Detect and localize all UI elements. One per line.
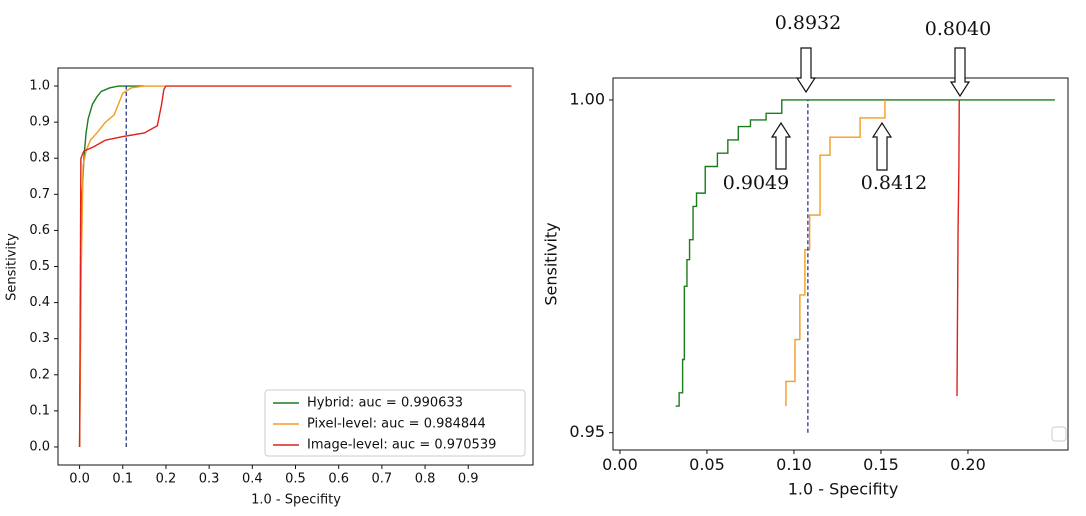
- x-tick-label: 0.5: [285, 472, 306, 487]
- chart-panel: 0.0 0.1 0.2 0.3 0.4 0.5 0.6 0.7 0.8 0.9 0.0 0.1 0.2 0…: [5, 67, 534, 508]
- plot-frame: [57, 67, 534, 466]
- annotation: 0.8412: [861, 172, 927, 194]
- x-tick-label: 0.15: [863, 455, 899, 474]
- y-tick-label: 0.95: [569, 422, 605, 441]
- legend-label: Pixel-level: auc = 0.984844: [307, 417, 486, 432]
- x-tick-label: 0.7: [372, 472, 393, 487]
- legend-label: Image-level: auc = 0.970539: [307, 438, 496, 453]
- x-tick-label: 0.2: [156, 472, 177, 487]
- annotation: 0.8932: [775, 12, 841, 34]
- y-tick-label: 0.1: [29, 403, 50, 418]
- chart-panel: 0.00 0.05 0.10 0.15 0.20 0.95 1.00 1.0 - Specif…: [542, 12, 1069, 499]
- series-line: [956, 99, 960, 397]
- y-axis-label: Sensitivity: [5, 233, 20, 301]
- legend-box: [1051, 426, 1067, 442]
- y-tick-label: 0.8: [29, 151, 50, 166]
- y-tick-label: 0.6: [29, 223, 50, 238]
- x-tick-label: 0.0: [69, 472, 90, 487]
- y-tick-label: 1.0: [29, 79, 50, 94]
- series-line: [78, 85, 145, 447]
- annotation-arrow: [949, 47, 971, 98]
- y-tick-label: 0.7: [29, 187, 50, 202]
- y-tick-label: 0.3: [29, 331, 50, 346]
- plot-frame: [612, 77, 1069, 451]
- y-tick-label: 0.4: [29, 295, 50, 310]
- annotation: 0.8040: [925, 18, 991, 40]
- x-tick-label: 0.1: [112, 472, 133, 487]
- x-tick-label: 0.8: [415, 472, 436, 487]
- x-axis-label: 1.0 - Specifity: [251, 493, 341, 508]
- y-tick-label: 0.5: [29, 259, 50, 274]
- x-tick-label: 0.00: [602, 455, 638, 474]
- legend-label: Hybrid: auc = 0.990633: [307, 396, 463, 411]
- annotation-arrow: [871, 121, 893, 171]
- y-tick-label: 0.0: [29, 439, 50, 454]
- x-tick-label: 0.4: [242, 472, 263, 487]
- y-tick-label: 0.2: [29, 367, 50, 382]
- y-tick-label: 0.9: [29, 115, 50, 130]
- x-tick-label: 0.20: [950, 455, 986, 474]
- series-line: [78, 85, 512, 447]
- annotation: 0.9049: [723, 172, 789, 194]
- x-tick-label: 0.05: [689, 455, 725, 474]
- series-line: [78, 85, 166, 447]
- y-axis-label: Sensitivity: [542, 222, 561, 305]
- series-line: [785, 99, 886, 407]
- legend-box: [264, 389, 526, 457]
- series-line: [675, 99, 1055, 407]
- x-tick-label: 0.9: [458, 472, 479, 487]
- x-tick-label: 0.10: [776, 455, 812, 474]
- x-axis-label: 1.0 - Specifity: [788, 480, 899, 499]
- annotation-arrow: [795, 47, 817, 94]
- x-tick-label: 0.6: [328, 472, 349, 487]
- x-tick-label: 0.3: [199, 472, 220, 487]
- annotation-arrow: [770, 121, 792, 170]
- y-tick-label: 1.00: [569, 89, 605, 108]
